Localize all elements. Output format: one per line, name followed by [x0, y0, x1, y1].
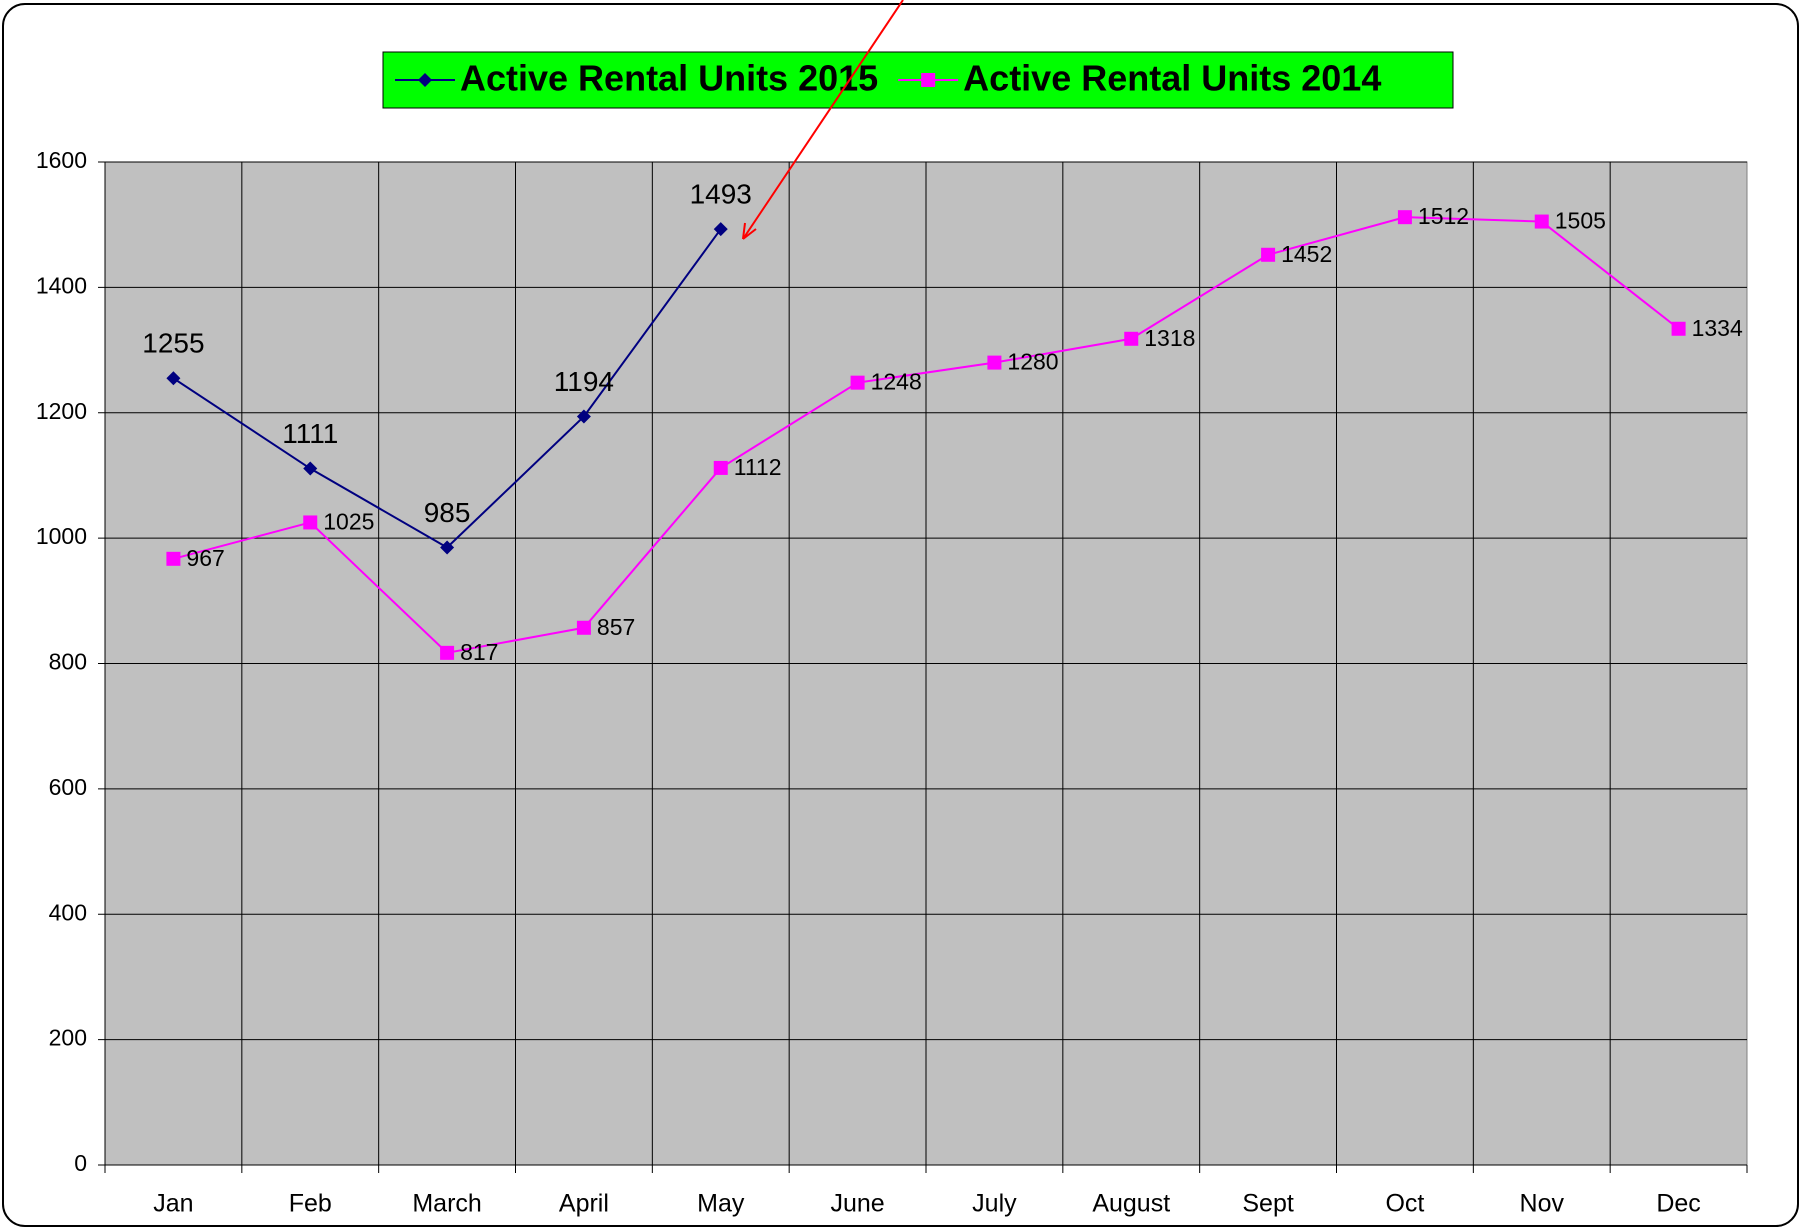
data-label: 967 [186, 545, 224, 571]
legend-label: Active Rental Units 2014 [963, 58, 1381, 99]
arrow [742, 0, 904, 240]
data-label: 1025 [323, 509, 374, 535]
marker [166, 371, 181, 386]
data-label: 1512 [1418, 203, 1469, 229]
arrow-head [742, 222, 757, 240]
data-label: 1111 [282, 418, 338, 449]
marks: 1255 1111 985 1194 1493 967 1025 817 857 1112 1248… [142, 178, 1743, 664]
grid: 0 200 400 600 800 1000 1200 1400 1600 Jan Feb March… [36, 147, 1748, 1218]
y-tick-label: 400 [49, 899, 87, 925]
data-label: 1112 [734, 454, 782, 480]
x-tick-label: March [412, 1190, 481, 1218]
data-label: 857 [597, 614, 635, 640]
marker [850, 375, 865, 390]
x-tick-label: Nov [1520, 1190, 1565, 1218]
legend-label: Active Rental Units 2015 [460, 58, 878, 99]
marker [921, 73, 936, 87]
x-tick-label: July [972, 1190, 1017, 1218]
y-tick-label: 200 [49, 1025, 87, 1051]
data-label: 1280 [1007, 349, 1058, 375]
marker [1671, 321, 1686, 336]
data-label: 1334 [1692, 315, 1743, 341]
series-line [173, 216, 1680, 654]
marker [713, 222, 728, 237]
marker [1397, 210, 1412, 225]
marker [987, 355, 1002, 370]
data-label: 1493 [690, 178, 752, 209]
data-label: 1255 [142, 328, 204, 359]
marker [166, 551, 181, 566]
x-tick-label: Feb [289, 1190, 332, 1218]
legend-items: Active Rental Units 2015 Active Rental Un… [395, 58, 1381, 99]
y-tick-label: 1600 [36, 147, 87, 173]
marker [576, 620, 591, 635]
data-label: 1248 [871, 369, 922, 395]
x-tick-label: Jan [153, 1190, 193, 1218]
data-label: 1505 [1555, 208, 1606, 234]
x-tick-label: May [697, 1190, 745, 1218]
x-tick-label: Sept [1242, 1190, 1293, 1218]
marker [303, 461, 318, 476]
marker [418, 73, 432, 87]
x-tick-label: August [1092, 1190, 1170, 1218]
marker [576, 409, 591, 424]
y-tick-label: 1400 [36, 272, 87, 298]
marker [303, 515, 318, 530]
data-label: 1452 [1281, 241, 1332, 267]
y-tick-label: 600 [49, 774, 87, 800]
data-label: 1194 [554, 366, 614, 397]
y-tick-label: 800 [49, 649, 87, 675]
data-label: 1318 [1144, 325, 1195, 351]
marker [1124, 331, 1139, 346]
data-label: 985 [424, 497, 471, 528]
x-tick-label: Oct [1385, 1190, 1424, 1218]
data-label: 817 [460, 639, 498, 665]
y-tick-label: 0 [74, 1150, 87, 1176]
x-tick-label: April [559, 1190, 609, 1218]
marker [1261, 247, 1276, 262]
y-tick-label: 1200 [36, 398, 87, 424]
x-tick-label: June [830, 1190, 884, 1218]
y-tick-label: 1000 [36, 523, 87, 549]
x-tick-label: Dec [1656, 1190, 1700, 1218]
marker [1534, 214, 1549, 229]
marker [440, 540, 455, 555]
marker [713, 460, 728, 475]
marker [440, 645, 455, 660]
